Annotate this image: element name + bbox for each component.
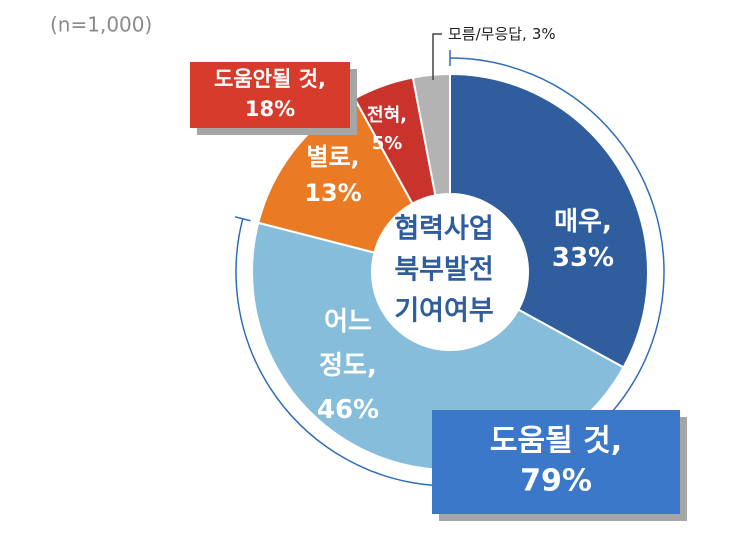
center-label: 기여여부 [394, 296, 493, 327]
slice-value: 5% [372, 133, 403, 154]
group-value: 79% [520, 464, 592, 499]
group-label: 도움될 것, [490, 424, 622, 459]
sample-note: (n=1,000) [50, 13, 152, 37]
center-hole [372, 194, 528, 350]
slice-name: 모름/무응답, [448, 25, 527, 43]
slice-name: 전혀, [367, 105, 407, 126]
center-label: 협력사업 [394, 214, 493, 245]
group-box [432, 410, 680, 514]
group-arc-end [234, 216, 251, 222]
slice-name: 별로, [306, 143, 359, 171]
slice-value: 46% [317, 395, 379, 425]
slice-value: 3% [532, 25, 556, 43]
group-label: 도움안될 것, [214, 67, 326, 91]
leader-line [432, 33, 442, 80]
slice-name-part: 어느 [324, 307, 372, 337]
slice-name-part: 정도, [319, 351, 377, 381]
slice-label: 전혀, 5% [367, 105, 407, 154]
slice-value: 13% [304, 179, 361, 207]
slice-name: 매우, [554, 207, 612, 237]
slice-label-outside: 모름/무응답, 3% [448, 25, 556, 43]
group-box [190, 62, 350, 128]
slice-label: 별로, 13% [304, 143, 361, 207]
slice-value: 33% [552, 243, 614, 273]
center-label: 북부발전 [394, 255, 493, 286]
group-value: 18% [245, 97, 295, 121]
slice-label: 매우, 33% [552, 207, 614, 273]
